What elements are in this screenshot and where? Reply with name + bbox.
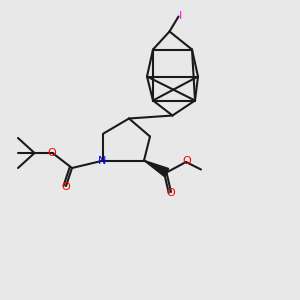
Polygon shape [144,160,169,176]
Text: O: O [47,148,56,158]
Text: O: O [61,182,70,192]
Text: O: O [166,188,175,198]
Text: I: I [178,11,182,21]
Text: O: O [182,156,191,167]
Text: N: N [98,155,106,166]
